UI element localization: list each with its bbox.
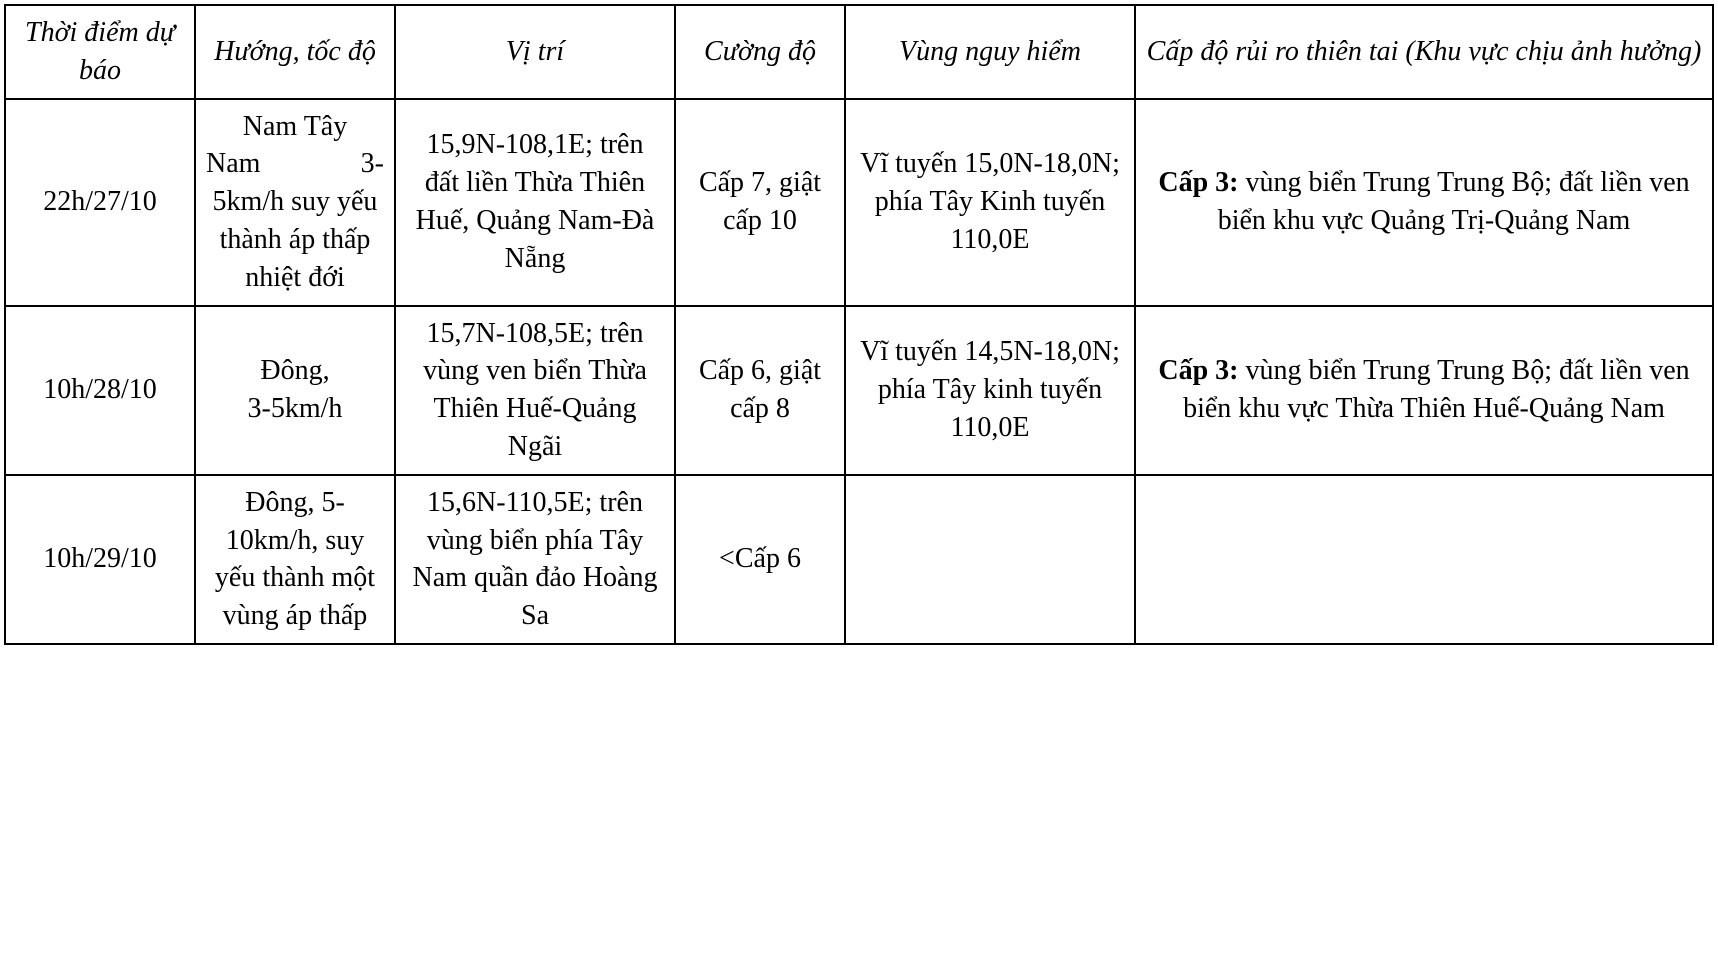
cell-risk	[1135, 475, 1713, 644]
table-row: 22h/27/10 Nam Tây Nam 3- 5km/h suy yếu t…	[5, 99, 1713, 306]
cell-direction: Đông, 5-10km/h, suy yếu thành một vùng á…	[195, 475, 395, 644]
cell-time: 10h/29/10	[5, 475, 195, 644]
header-row: Thời điểm dự báo Hướng, tốc độ Vị trí Cư…	[5, 5, 1713, 99]
header-time: Thời điểm dự báo	[5, 5, 195, 99]
header-risk-level: Cấp độ rủi ro thiên tai (Khu vực chịu ản…	[1135, 5, 1713, 99]
cell-danger-zone: Vĩ tuyến 14,5N-18,0N; phía Tây kinh tuyế…	[845, 306, 1135, 475]
cell-position: 15,9N-108,1E; trên đất liền Thừa Thiên H…	[395, 99, 675, 306]
cell-time: 10h/28/10	[5, 306, 195, 475]
cell-risk: Cấp 3: vùng biển Trung Trung Bộ; đất liề…	[1135, 306, 1713, 475]
cell-direction: Đông, 3-5km/h	[195, 306, 395, 475]
header-danger-zone: Vùng nguy hiểm	[845, 5, 1135, 99]
risk-text: vùng biển Trung Trung Bộ; đất liền ven b…	[1183, 355, 1690, 424]
forecast-table: Thời điểm dự báo Hướng, tốc độ Vị trí Cư…	[4, 4, 1714, 645]
cell-danger-zone: Vĩ tuyến 15,0N-18,0N; phía Tây Kinh tuyế…	[845, 99, 1135, 306]
cell-risk: Cấp 3: vùng biển Trung Trung Bộ; đất liề…	[1135, 99, 1713, 306]
cell-position: 15,7N-108,5E; trên vùng ven biển Thừa Th…	[395, 306, 675, 475]
risk-label: Cấp 3:	[1158, 355, 1238, 386]
direction-line1: Nam Tây	[206, 108, 384, 146]
cell-direction: Nam Tây Nam 3- 5km/h suy yếu thành áp th…	[195, 99, 395, 306]
header-direction: Hướng, tốc độ	[195, 5, 395, 99]
table-row: 10h/29/10 Đông, 5-10km/h, suy yếu thành …	[5, 475, 1713, 644]
header-intensity: Cường độ	[675, 5, 845, 99]
direction-rest: 5km/h suy yếu thành áp thấp nhiệt đới	[206, 183, 384, 296]
cell-intensity: <Cấp 6	[675, 475, 845, 644]
risk-text: vùng biển Trung Trung Bộ; đất liền ven b…	[1218, 167, 1690, 236]
risk-label: Cấp 3:	[1158, 167, 1238, 198]
table-row: 10h/28/10 Đông, 3-5km/h 15,7N-108,5E; tr…	[5, 306, 1713, 475]
direction-line2: Nam 3-	[206, 145, 384, 183]
cell-danger-zone	[845, 475, 1135, 644]
cell-intensity: Cấp 6, giật cấp 8	[675, 306, 845, 475]
cell-position: 15,6N-110,5E; trên vùng biển phía Tây Na…	[395, 475, 675, 644]
cell-time: 22h/27/10	[5, 99, 195, 306]
header-position: Vị trí	[395, 5, 675, 99]
cell-intensity: Cấp 7, giật cấp 10	[675, 99, 845, 306]
